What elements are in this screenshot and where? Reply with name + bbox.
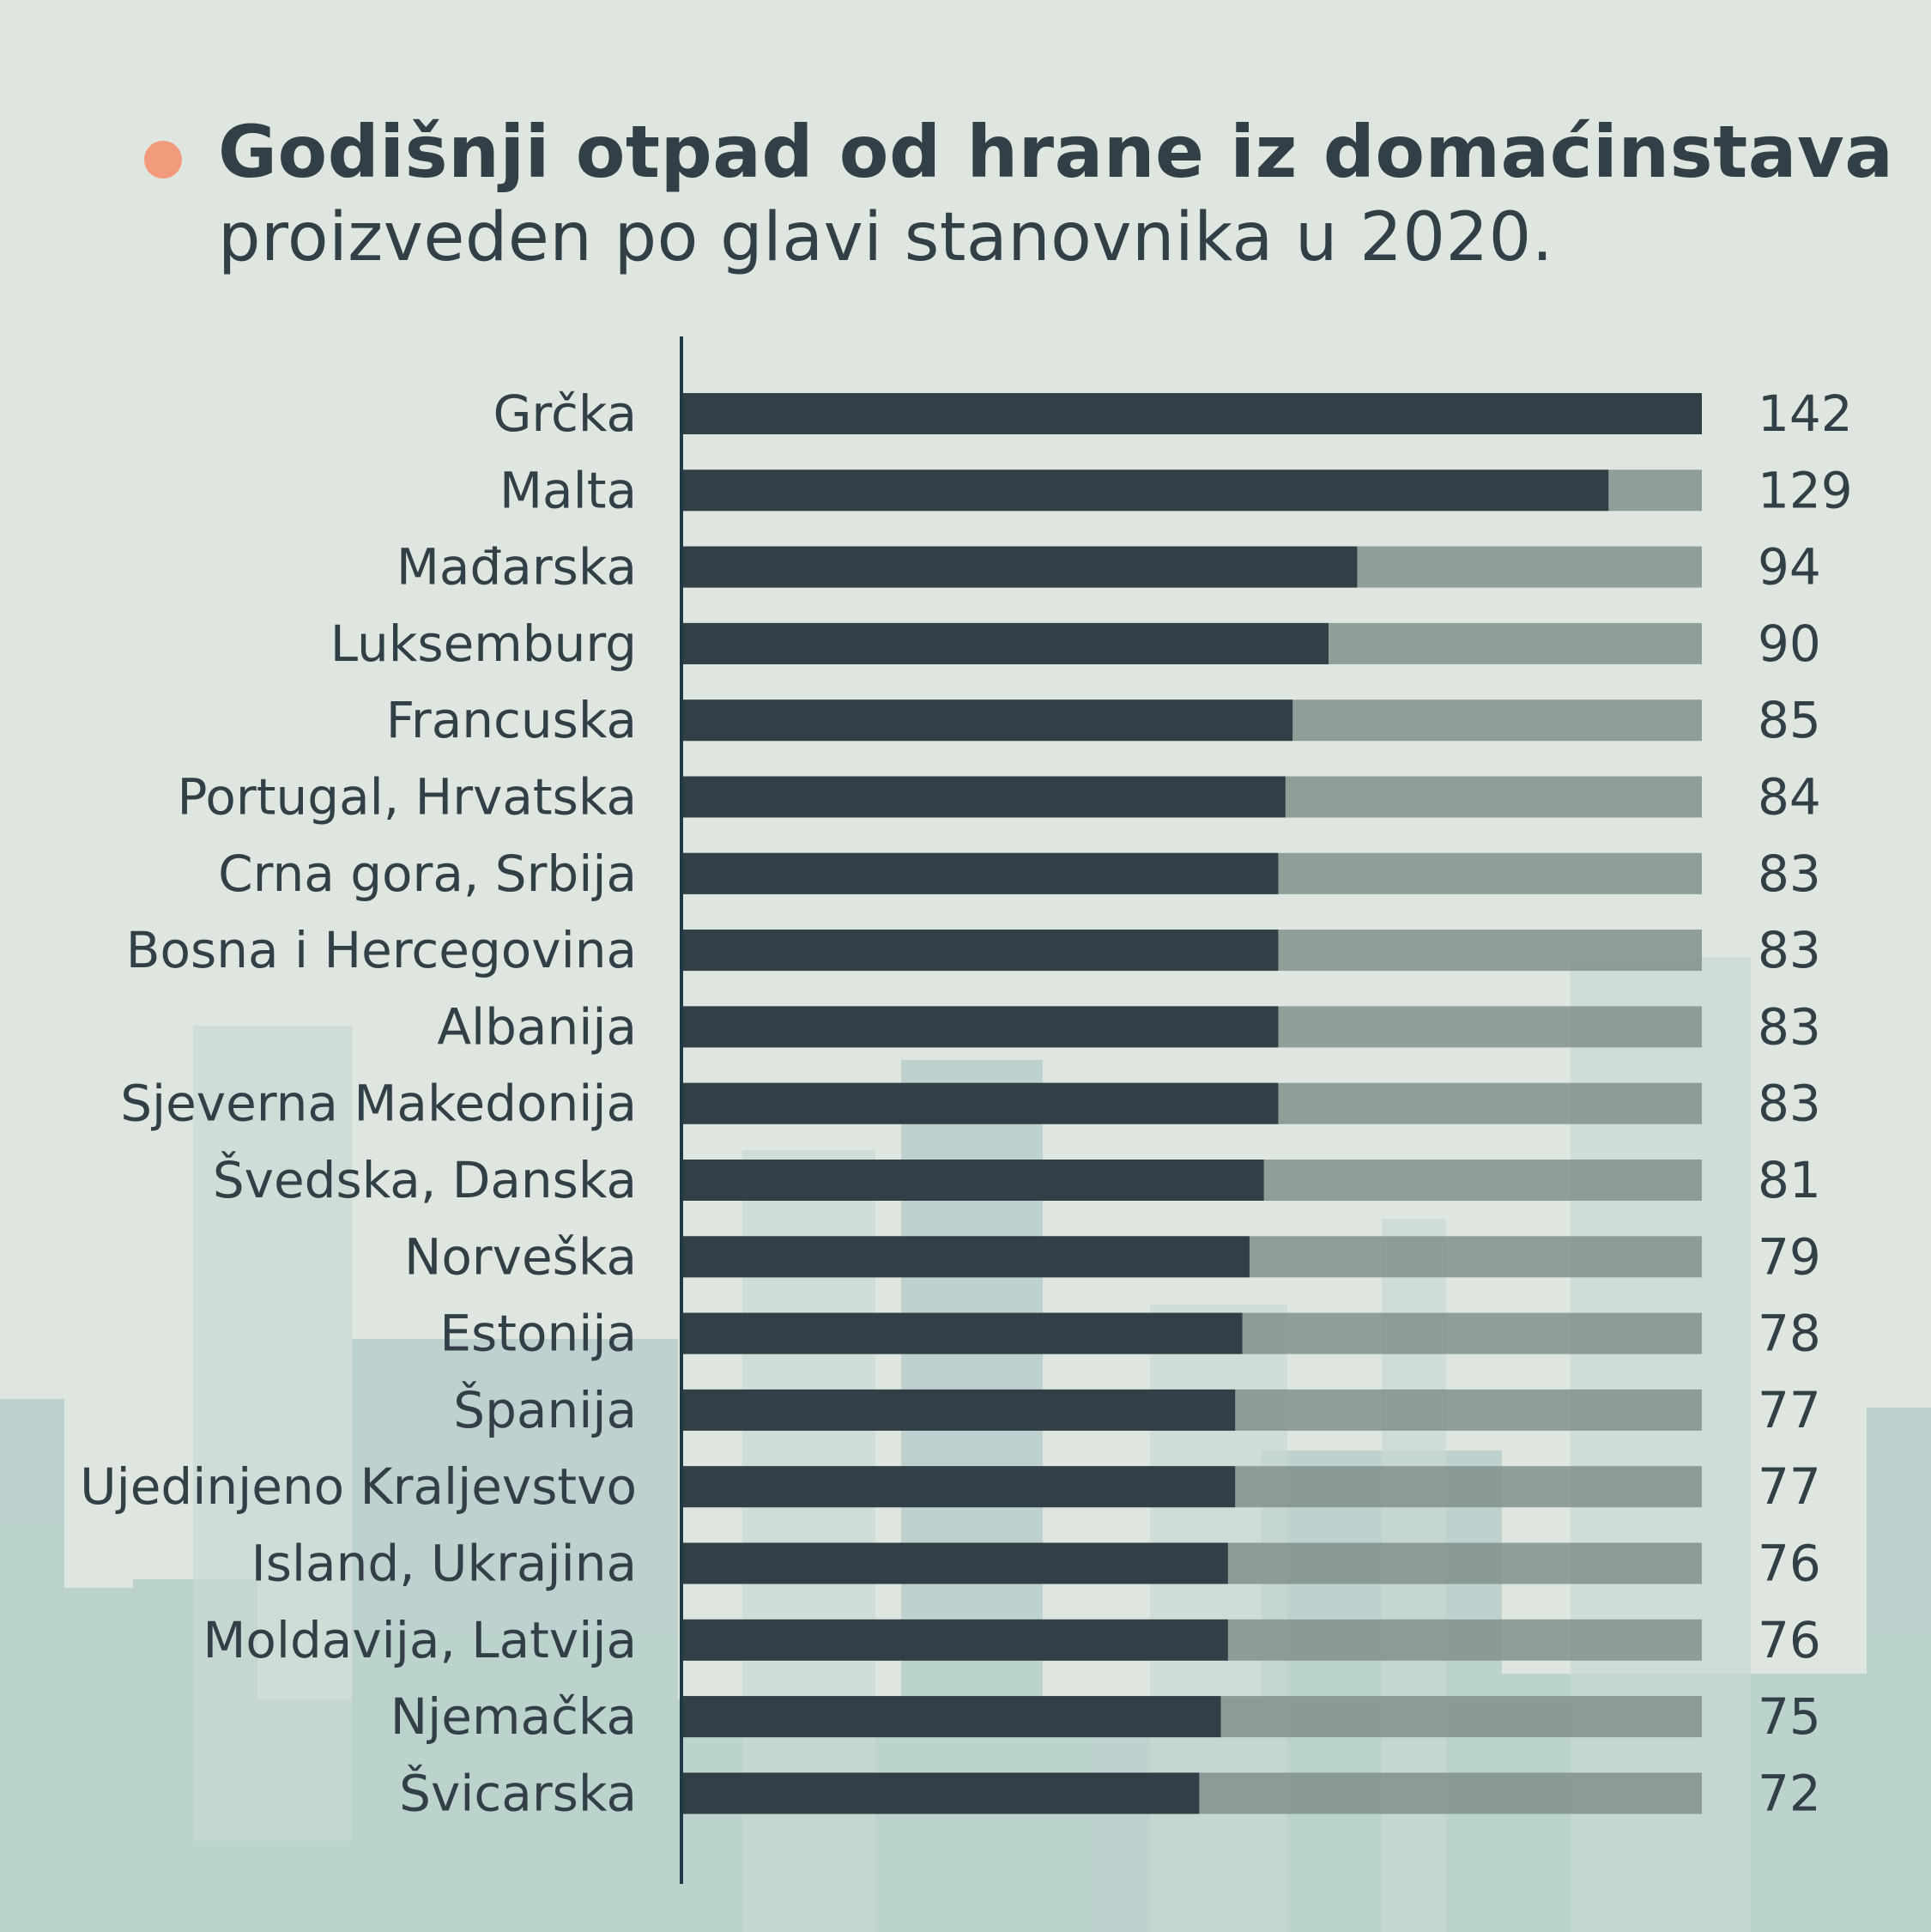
bar [682, 1389, 1236, 1431]
bar [682, 1082, 1279, 1124]
category-label: Estonija [439, 1305, 637, 1363]
category-labels: Grčka Malta Mađarska Luksemburg Francuska Por… [80, 385, 637, 1822]
category-label: Španija [453, 1380, 637, 1439]
bar [682, 1542, 1228, 1584]
value-label: 84 [1758, 768, 1821, 827]
bar [682, 1772, 1200, 1814]
value-label: 76 [1758, 1611, 1821, 1669]
value-label: 83 [1758, 921, 1821, 979]
bar [682, 1619, 1228, 1661]
value-label: 77 [1758, 1381, 1821, 1439]
value-label: 83 [1758, 1075, 1821, 1133]
category-label: Portugal, Hrvatska [178, 768, 637, 827]
category-label: Malta [499, 461, 637, 519]
bar [682, 622, 1329, 664]
value-label: 94 [1758, 538, 1821, 597]
category-label: Crna gora, Srbija [218, 845, 637, 903]
bar [682, 776, 1286, 818]
bar [682, 1312, 1243, 1354]
bar [682, 393, 1702, 434]
category-label: Moldavija, Latvija [203, 1611, 637, 1669]
category-label: Albanija [437, 997, 637, 1056]
value-labels: 142 129 94 90 85 84 83 83 83 83 81 79 78 77 77 76 76 75 72 [1758, 385, 1853, 1822]
category-label: Ujedinjeno Kraljevstvo [80, 1457, 637, 1516]
category-label: Grčka [493, 385, 637, 443]
chart-subtitle: proizveden po glavi stanovnika u 2020. [218, 199, 1554, 276]
category-label: Bosna i Hercegovina [126, 921, 637, 979]
bar [682, 1466, 1236, 1508]
bar [682, 1006, 1279, 1048]
value-label: 78 [1758, 1305, 1821, 1363]
value-label: 129 [1758, 461, 1853, 519]
value-label: 83 [1758, 997, 1821, 1056]
bar [682, 1160, 1264, 1201]
bar [682, 1236, 1250, 1278]
category-label: Luksemburg [330, 615, 637, 673]
value-label: 76 [1758, 1535, 1821, 1593]
value-label: 72 [1758, 1764, 1821, 1822]
value-label: 85 [1758, 691, 1821, 749]
bar [682, 700, 1293, 742]
value-label: 90 [1758, 615, 1821, 673]
category-label: Sjeverna Makedonija [120, 1075, 637, 1133]
bar [682, 852, 1279, 894]
value-label: 77 [1758, 1457, 1821, 1516]
bar [682, 930, 1279, 972]
value-label: 83 [1758, 845, 1821, 903]
value-label: 79 [1758, 1227, 1821, 1286]
chart-title: Godišnji otpad od hrane iz domaćinstava [218, 110, 1894, 194]
category-label: Norveška [404, 1227, 637, 1286]
bars [682, 393, 1702, 1814]
value-label: 75 [1758, 1687, 1821, 1746]
value-label: 142 [1758, 385, 1853, 443]
bar [682, 469, 1609, 512]
category-label: Mađarska [396, 538, 637, 597]
category-label: Njemačka [390, 1687, 637, 1746]
bar [682, 1696, 1221, 1738]
bullet-dot-icon [144, 141, 182, 179]
category-label: Francuska [386, 691, 637, 749]
category-label: Švedska, Danska [213, 1150, 637, 1209]
category-label: Island, Ukrajina [251, 1535, 637, 1593]
category-label: Švicarska [399, 1763, 637, 1822]
value-label: 81 [1758, 1151, 1821, 1209]
bar [682, 546, 1358, 588]
